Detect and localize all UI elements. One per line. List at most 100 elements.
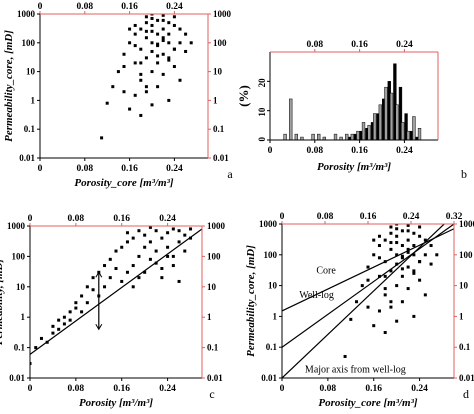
data-point [171, 227, 175, 231]
x-tick-label: 0 [28, 384, 33, 394]
data-point [372, 324, 376, 328]
histogram-bar [389, 92, 394, 141]
data-point [395, 262, 399, 266]
right-y-tick-label: 1 [459, 311, 464, 321]
data-point [161, 36, 165, 40]
data-point [372, 253, 376, 257]
data-point [139, 78, 143, 82]
x-tick-label: 0.16 [113, 384, 130, 394]
data-point [133, 61, 137, 65]
data-point [122, 90, 126, 94]
data-point [161, 14, 165, 17]
data-point [189, 236, 193, 240]
y-axis-title: Permeability_core, [mD] [3, 30, 15, 142]
x-tick-label: 0 [268, 146, 273, 156]
right-y-tick-label: 0.01 [459, 373, 474, 383]
data-point [418, 260, 422, 264]
data-point [343, 354, 347, 358]
data-point [150, 14, 154, 16]
data-point [171, 264, 175, 268]
data-point [122, 52, 126, 56]
data-point [412, 231, 416, 235]
x-tick-label: 0.08 [306, 146, 323, 156]
y-tick-label: 0.1 [266, 342, 278, 352]
data-point [167, 58, 171, 62]
data-point [171, 254, 175, 258]
data-point [178, 78, 182, 82]
data-point [167, 41, 171, 45]
y-tick-label: 100 [22, 38, 36, 48]
y-tick-label: 100 [12, 251, 26, 261]
data-point [137, 276, 141, 280]
data-point [383, 274, 387, 278]
x-tick-label: 0.24 [411, 384, 428, 394]
data-point [406, 250, 410, 254]
data-point [156, 18, 160, 22]
x-axis-title: Porosity_core [m³/m³] [74, 177, 173, 189]
data-point [429, 262, 433, 266]
data-point [349, 317, 353, 321]
data-point [103, 285, 107, 289]
data-point [150, 16, 154, 20]
data-point [395, 224, 399, 226]
data-point [418, 278, 422, 282]
data-point [148, 257, 152, 261]
top-x-tick-label: 0.16 [113, 214, 130, 224]
x-tick-label: 0.16 [351, 146, 368, 156]
data-point [395, 241, 399, 245]
data-point [423, 293, 427, 297]
data-point [366, 265, 370, 269]
data-point [74, 301, 78, 305]
data-point [377, 309, 381, 313]
data-point [167, 21, 171, 25]
data-point [383, 238, 387, 242]
data-point [105, 101, 109, 105]
data-point [423, 253, 427, 257]
data-point [377, 234, 381, 238]
data-point [400, 256, 404, 260]
data-point [80, 310, 84, 314]
x-axis-title: Porosity [m³/m³] [79, 397, 153, 409]
histogram-bar [417, 128, 422, 141]
top-x-tick-label: 0.24 [403, 212, 420, 222]
histogram-bar [345, 133, 349, 141]
data-point [120, 279, 124, 283]
data-point [125, 240, 129, 244]
fit-line [282, 224, 446, 378]
data-point [128, 41, 132, 45]
data-point [406, 238, 410, 242]
panel-c: 0 0.08 0.16 0.24 0 0.08 0.16 0.24 0.01 0.1 1 10 100 1… [0, 214, 226, 409]
right-y-tick-label: 10 [213, 67, 223, 77]
y-tick-label: 10 [257, 107, 267, 117]
data-point [400, 267, 404, 271]
histogram-bar [373, 113, 377, 141]
fit-line [282, 224, 454, 348]
data-point [100, 136, 104, 140]
panel-a: 0 0.08 0.16 0.24 0 0.08 0.16 0.24 0.01 0.1 1 10 100 1… [3, 2, 233, 189]
data-point [111, 85, 115, 89]
data-point [85, 301, 89, 305]
data-point [139, 72, 143, 76]
data-point [154, 261, 158, 265]
data-point [85, 285, 89, 289]
data-point [68, 318, 72, 322]
y-tick-label: 1000 [259, 219, 278, 229]
arrow-head-down [95, 324, 103, 331]
histogram-bar [294, 133, 298, 141]
data-point [389, 241, 393, 245]
data-point [167, 56, 171, 60]
x-tick-label: 0.16 [365, 384, 382, 394]
data-point [166, 231, 170, 235]
data-point [148, 240, 152, 244]
top-x-tick-label: 0.08 [76, 2, 93, 12]
histogram-bar [350, 133, 354, 141]
data-point [143, 233, 147, 237]
plot-area [282, 224, 454, 378]
data-point [30, 361, 32, 365]
data-point [91, 288, 95, 292]
top-x-tick-label: 0.32 [446, 212, 463, 222]
panel-label: d [463, 387, 469, 401]
data-point [395, 227, 399, 231]
panel-b: 0 0.08 0.16 0.24 0.08 0.16 0.24 0 10 20 Porosity [… [236, 40, 467, 181]
data-point [143, 245, 147, 249]
